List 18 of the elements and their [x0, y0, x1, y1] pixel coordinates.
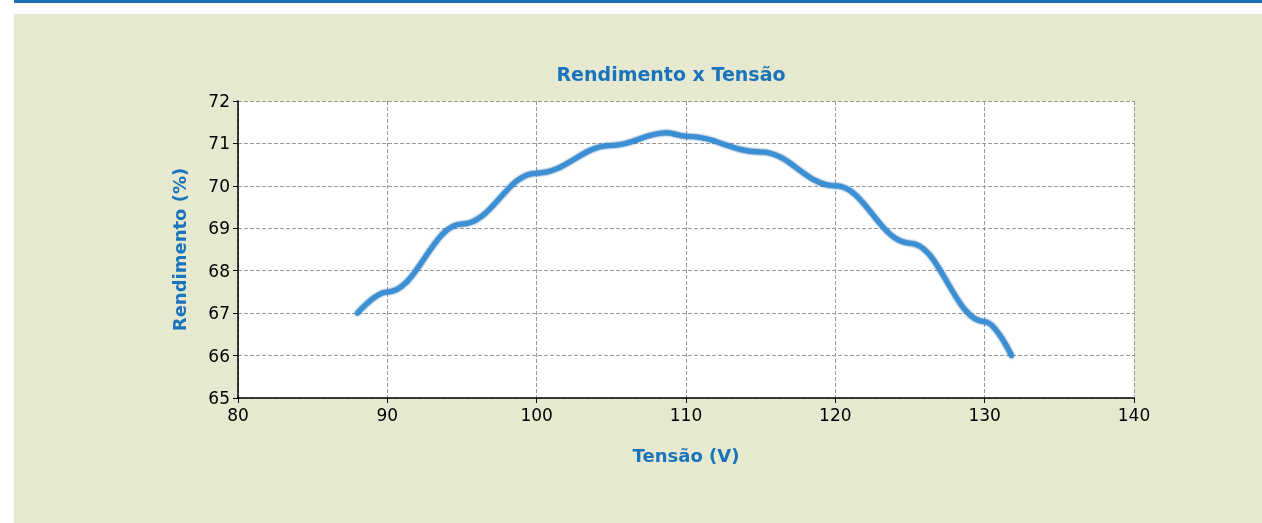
x-tick-label: 100	[520, 404, 553, 425]
y-tick-label: 70	[208, 175, 230, 196]
x-tick-label: 110	[669, 404, 703, 425]
x-tick-label: 80	[227, 404, 249, 425]
chart-title: Rendimento x Tensão	[556, 62, 786, 85]
y-tick-label: 72	[208, 91, 230, 111]
y-tick-label: 68	[208, 260, 230, 281]
y-tick-label: 69	[208, 218, 230, 239]
x-tick-label: 140	[1117, 404, 1151, 425]
x-tick-label: 130	[968, 404, 1001, 425]
x-tick-label: 120	[819, 404, 852, 425]
x-axis-title: Tensão (V)	[632, 444, 740, 466]
y-tick-label: 71	[208, 133, 230, 154]
y-axis-title: Rendimento (%)	[168, 167, 190, 332]
y-tick-label: 67	[208, 303, 230, 324]
y-tick-label: 66	[208, 345, 230, 366]
y-tick-label: 65	[208, 388, 230, 408]
x-tick-label: 90	[376, 404, 399, 425]
